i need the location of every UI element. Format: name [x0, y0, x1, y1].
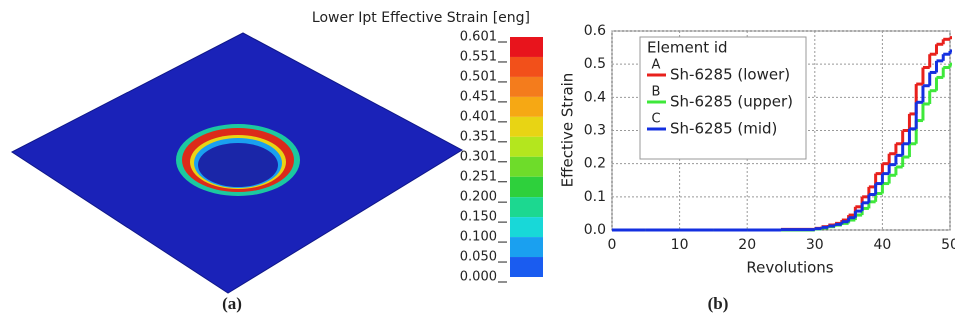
- color-band: [510, 117, 543, 137]
- x-axis-label: Revolutions: [746, 259, 833, 277]
- color-band: [510, 137, 543, 157]
- legend-label: Sh-6285 (lower): [670, 66, 790, 84]
- panel-label: (b): [708, 294, 729, 313]
- tick-label: 0.501: [460, 69, 497, 84]
- tick-label: 0.401: [460, 109, 497, 124]
- legend-title: Lower Ipt Effective Strain [eng]: [312, 10, 530, 26]
- y-tick-label: 0.3: [584, 123, 606, 139]
- y-tick-label: 0.5: [584, 56, 606, 72]
- color-band: [510, 217, 543, 237]
- tick-label: 0.150: [460, 210, 497, 225]
- color-band: [510, 97, 543, 117]
- legend-label: Sh-6285 (mid): [670, 120, 777, 138]
- color-band: [510, 37, 543, 57]
- y-axis-label: Effective Strain: [559, 73, 577, 188]
- y-tick-label: 0.6: [584, 23, 606, 39]
- x-tick-label: 0: [608, 237, 617, 253]
- tick-label: 0.000: [460, 270, 497, 285]
- legend-marker: B: [652, 85, 661, 100]
- hole: [198, 143, 278, 187]
- legend-label: Sh-6285 (upper): [670, 93, 793, 111]
- tick-label: 0.551: [460, 49, 497, 64]
- x-tick-label: 10: [671, 237, 689, 253]
- y-tick-label: 0.1: [584, 189, 606, 205]
- x-tick-label: 20: [738, 237, 756, 253]
- tick-label: 0.100: [460, 230, 497, 245]
- color-band: [510, 77, 543, 97]
- panel-label: (a): [222, 294, 242, 313]
- tick-label: 0.451: [460, 89, 497, 104]
- color-band: [510, 177, 543, 197]
- tick-label: 0.050: [460, 250, 497, 265]
- tick-label: 0.351: [460, 129, 497, 144]
- color-band: [510, 197, 543, 217]
- y-tick-label: 0.2: [584, 156, 606, 172]
- tick-label: 0.301: [460, 149, 497, 164]
- x-tick-label: 50: [941, 237, 955, 253]
- color-band: [510, 57, 543, 77]
- figure: Lower Ipt Effective Strain [eng] (a) (b)…: [0, 0, 955, 320]
- tick-label: 0.601: [460, 30, 497, 45]
- y-tick-label: 0.4: [584, 89, 606, 105]
- x-tick-label: 40: [873, 237, 891, 253]
- legend-marker: A: [652, 58, 661, 73]
- color-band: [510, 257, 543, 277]
- tick-label: 0.251: [460, 169, 497, 184]
- x-tick-label: 30: [806, 237, 824, 253]
- y-tick-label: 0.0: [584, 222, 606, 238]
- legend-marker: C: [651, 112, 660, 127]
- tick-label: 0.200: [460, 190, 497, 205]
- color-band: [510, 157, 543, 177]
- color-band: [510, 237, 543, 257]
- legend-title: Element id: [647, 39, 728, 57]
